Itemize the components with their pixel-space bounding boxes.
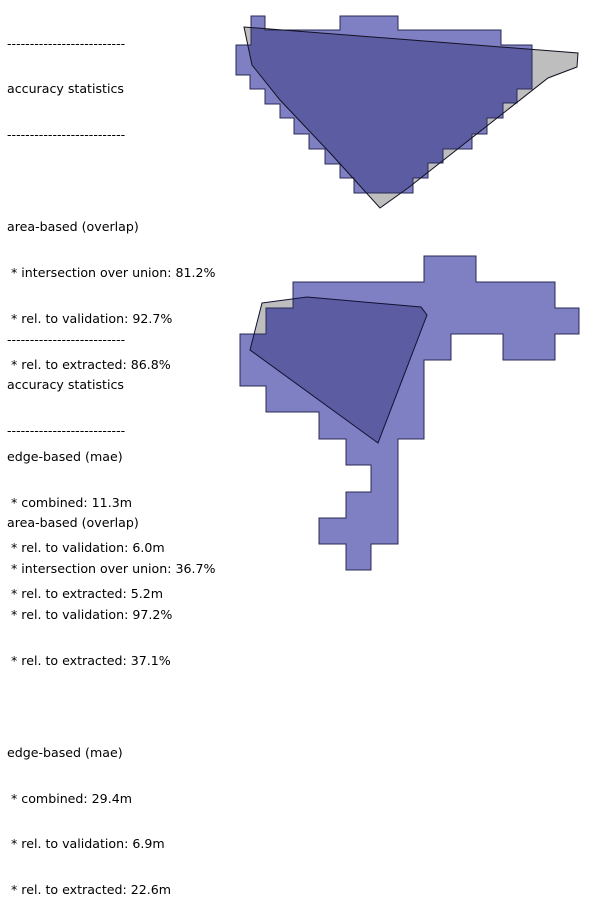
separator-line: --------------------------	[7, 331, 126, 347]
edge-heading: edge-based (mae)	[7, 744, 123, 760]
edge-rel-validation: * rel. to validation: 6.0m	[7, 540, 165, 556]
area-heading: area-based (overlap)	[7, 219, 139, 235]
overlap-region	[244, 27, 532, 193]
separator-line: --------------------------	[7, 35, 126, 51]
area-rel-extracted: * rel. to extracted: 86.8%	[7, 356, 171, 372]
extracted-outline	[239, 255, 580, 571]
shape-comparison-figure	[235, 15, 580, 571]
overlap-region	[250, 297, 427, 443]
bottom-comparison	[239, 255, 580, 571]
iou-value: * intersection over union: 36.7%	[7, 561, 216, 577]
extracted-outline	[235, 15, 533, 194]
edge-heading: edge-based (mae)	[7, 448, 123, 464]
edge-combined: * combined: 29.4m	[7, 790, 132, 806]
accuracy-stats-top: -------------------------- accuracy stat…	[7, 5, 216, 617]
blank-line	[7, 699, 216, 714]
iou-value: * intersection over union: 81.2%	[7, 265, 216, 281]
validation-outline	[249, 296, 428, 444]
area-rel-validation: * rel. to validation: 92.7%	[7, 310, 173, 326]
stats-title: accuracy statistics	[7, 377, 124, 393]
edge-rel-extracted: * rel. to extracted: 22.6m	[7, 882, 172, 898]
top-comparison	[235, 15, 579, 209]
edge-combined: * combined: 11.3m	[7, 494, 132, 510]
validation-outline	[243, 26, 579, 209]
area-rel-extracted: * rel. to extracted: 37.1%	[7, 652, 171, 668]
area-heading: area-based (overlap)	[7, 515, 139, 531]
separator-line: --------------------------	[7, 423, 126, 439]
stats-title: accuracy statistics	[7, 81, 124, 97]
separator-line: --------------------------	[7, 127, 126, 143]
edge-rel-validation: * rel. to validation: 6.9m	[7, 836, 165, 852]
area-rel-validation: * rel. to validation: 97.2%	[7, 606, 173, 622]
